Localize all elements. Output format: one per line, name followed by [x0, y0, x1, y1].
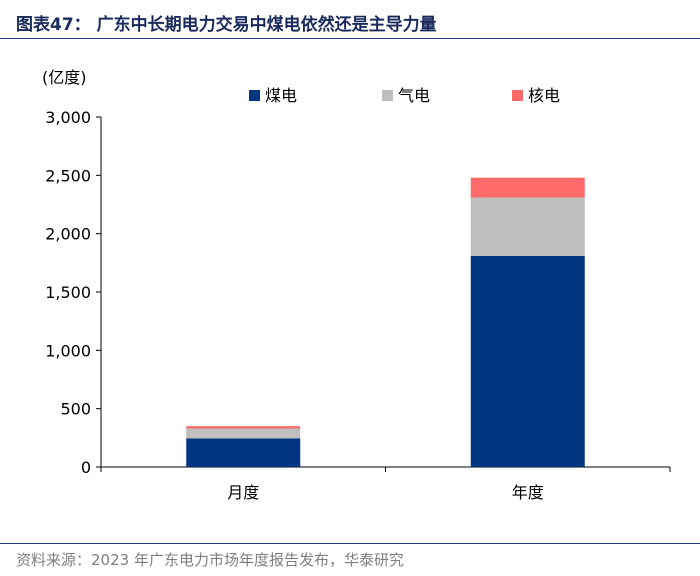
y-tick-label: 2,500	[45, 166, 91, 185]
y-tick-label: 0	[81, 458, 91, 477]
y-tick-label: 1,500	[45, 283, 91, 302]
bar-核电	[470, 177, 585, 198]
x-tick-label: 年度	[512, 483, 544, 502]
legend-label: 气电	[398, 86, 430, 105]
y-tick-label: 3,000	[45, 108, 91, 127]
bar-气电	[186, 428, 301, 439]
bar-煤电	[470, 255, 585, 467]
y-axis-label: (亿度)	[42, 68, 87, 87]
bar-series	[186, 177, 585, 467]
legend-swatch	[512, 90, 523, 101]
bar-气电	[470, 197, 585, 256]
figure-title: 图表47： 广东中长期电力交易中煤电依然还是主导力量	[16, 15, 437, 35]
chart-legend: 煤电 气电 核电	[249, 86, 560, 105]
x-axis: 月度 年度	[100, 466, 671, 502]
footer-divider	[0, 543, 700, 544]
x-tick-label: 月度	[227, 483, 259, 502]
legend-swatch	[382, 90, 393, 101]
bar-核电	[186, 426, 301, 429]
legend-swatch	[249, 90, 260, 101]
title-bar: 图表47： 广东中长期电力交易中煤电依然还是主导力量	[0, 0, 700, 39]
y-axis: 0 500 1,000 1,500 2,000 2,500 3,000	[45, 108, 102, 477]
legend-label: 核电	[528, 86, 560, 105]
source-note: 资料来源：2023 年广东电力市场年度报告发布，华泰研究	[16, 551, 404, 569]
stacked-bar-chart: (亿度) 煤电 气电 核电 0 500 1,000 1,500 2,000 2,500 3,00…	[42, 68, 671, 502]
legend-label: 煤电	[265, 86, 297, 105]
y-tick-label: 2,000	[45, 225, 91, 244]
bar-煤电	[186, 438, 301, 467]
y-tick-label: 1,000	[45, 341, 91, 360]
y-tick-label: 500	[60, 400, 91, 419]
